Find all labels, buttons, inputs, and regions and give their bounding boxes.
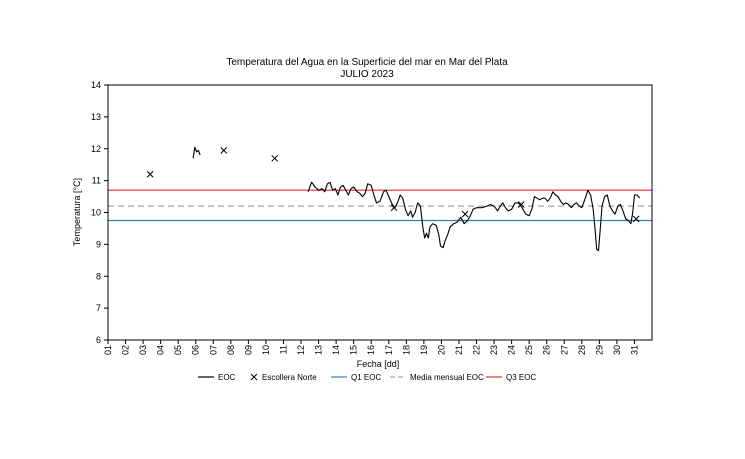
x-marker-stroke [271,154,279,162]
escollera-norte-point [390,204,398,212]
y-axis-label: Temperatura [°C] [72,178,82,246]
x-tick-label: 14 [331,345,341,355]
plot-frame [107,84,653,341]
x-tick-label: 24 [507,345,517,355]
x-tick-label: 02 [121,345,131,355]
legend-item-eoc: EOC [198,373,236,382]
legend-item-q3-eoc: Q3 EOC [486,373,536,382]
x-tick-label: 07 [208,345,218,355]
axes: 6 7 8 9 10 11 12 13 14 01 02 03 04 05 06 07 08 09 10 11 12 13… [91,80,653,355]
escollera-norte-point [146,170,154,178]
eoc-line-segment [307,181,641,252]
x-tick-label: 19 [419,345,429,355]
x-tick-label: 26 [542,345,552,355]
y-tick-label: 10 [91,208,101,218]
x-tick-label: 04 [156,345,166,355]
x-tick-label: 25 [524,345,534,355]
x-tick-label: 31 [629,345,639,355]
x-tick-label: 29 [594,345,604,355]
x-tick-label: 05 [173,345,183,355]
escollera-norte-point [461,210,469,218]
x-axis-label: Fecha [dd] [357,359,400,369]
legend-label: Q3 EOC [506,373,536,382]
y-tick-label: 8 [96,271,101,281]
escollera-norte-point [517,201,525,208]
escollera-norte-point [632,215,640,223]
chart-title: Temperatura del Agua en la Superficie de… [226,57,508,68]
escollera-norte-point [220,146,228,154]
legend-item-q1-eoc: Q1 EOC [331,373,381,382]
eoc-line-segment [192,146,201,159]
x-tick-label: 21 [454,345,464,355]
x-tick-label: 23 [489,345,499,355]
x-tick-label: 01 [103,345,113,355]
y-tick-label: 11 [92,176,101,186]
legend: EOC Escollera Norte Q1 EOC Media mensual EO… [198,373,536,382]
chart-subtitle: JULIO 2023 [340,69,394,80]
x-tick-label: 18 [401,345,411,355]
legend-label: Q1 EOC [351,373,381,382]
x-tick-label: 11 [278,345,288,354]
x-marker-stroke [390,204,398,212]
legend-x-marker [250,373,258,381]
y-tick-label: 13 [91,112,101,122]
x-tick-label: 28 [577,345,587,355]
y-tick-label: 12 [91,144,101,154]
escollera-norte-point [271,154,279,162]
x-tick-label: 22 [472,345,482,355]
x-tick-label: 15 [349,345,359,355]
x-tick-label: 12 [296,345,306,355]
x-tick-label: 20 [436,345,446,355]
x-marker-stroke [517,201,525,208]
x-tick-label: 09 [243,345,253,355]
x-tick-label: 10 [261,345,271,355]
plot-area [108,146,652,252]
y-tick-label: 6 [96,335,101,345]
x-tick-label: 03 [138,345,148,355]
legend-item-media-mensual-eoc: Media mensual EOC [390,373,484,382]
y-tick-label: 14 [91,80,101,90]
x-tick-label: 16 [366,345,376,355]
legend-label: Media mensual EOC [410,373,484,382]
x-marker-stroke [220,146,228,154]
legend-item-escollera-norte: Escollera Norte [250,373,317,382]
y-tick-label: 9 [96,239,101,249]
legend-label: Escollera Norte [262,373,317,382]
x-tick-label: 17 [384,345,394,355]
x-tick-label: 13 [314,345,324,355]
x-tick-label: 30 [612,345,622,355]
x-marker-stroke [461,210,469,218]
x-tick-label: 27 [559,345,569,355]
x-marker-stroke [146,170,154,178]
x-tick-label: 06 [191,345,201,355]
legend-label: EOC [218,373,236,382]
y-tick-label: 7 [96,303,101,313]
x-tick-label: 08 [226,345,236,355]
x-marker-stroke [632,215,640,223]
